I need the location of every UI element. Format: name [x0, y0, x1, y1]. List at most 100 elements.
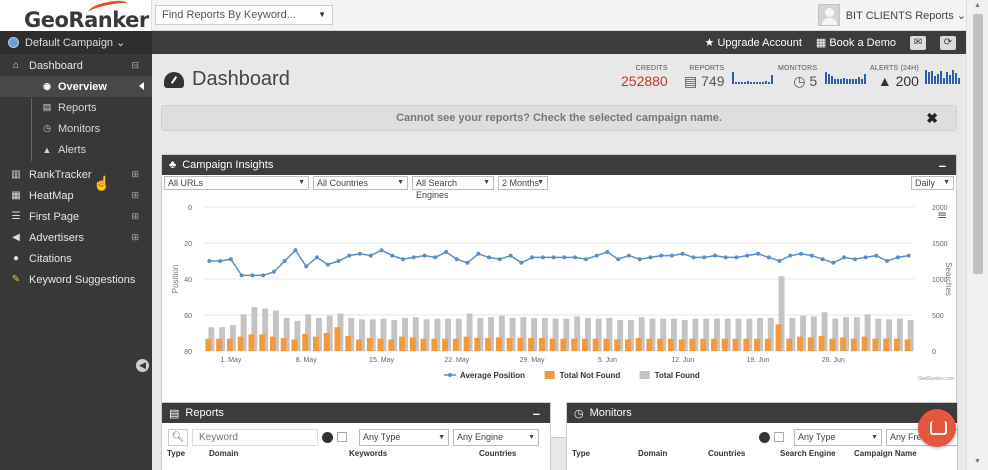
bar-total-found — [563, 318, 570, 351]
column-header[interactable]: Search Engine — [780, 449, 836, 458]
reports-table-header: Type Domain Keywords Countries — [162, 449, 550, 463]
point-average-position — [357, 251, 362, 256]
column-header[interactable]: Countries — [479, 449, 517, 458]
point-average-position — [745, 253, 750, 258]
checkbox[interactable] — [337, 432, 347, 442]
type-select[interactable]: Any Type ▼ — [359, 428, 449, 446]
bar-total-found — [821, 312, 828, 351]
countries-select[interactable]: All Countries ▼ — [313, 176, 408, 190]
report-search-select[interactable]: Find Reports By Keyword... ▼ — [155, 5, 333, 25]
collapse-panel-icon[interactable]: – — [532, 406, 540, 421]
search-engines-select[interactable]: All Search Engines ▼ — [412, 176, 494, 200]
bar-total-found — [272, 310, 279, 351]
engine-select[interactable]: Any Engine ▼ — [453, 428, 539, 446]
logo[interactable]: GeoRanker — [24, 8, 149, 32]
point-average-position — [734, 255, 739, 260]
page-title-text: Dashboard — [192, 68, 290, 90]
alerts-stat[interactable]: ALERTS (24H) ▲ 200 — [870, 65, 919, 89]
y-right-axis-label: Searches — [944, 262, 953, 296]
chat-widget-button[interactable] — [918, 409, 956, 447]
column-header[interactable]: Domain — [638, 449, 668, 458]
x-tick-label: 15. May — [369, 357, 394, 364]
bar-total-not-found — [754, 338, 760, 351]
file-icon: ▤ — [42, 102, 52, 112]
sidebar-item-heatmap[interactable]: ▦ HeatMap ⊞ — [0, 185, 152, 206]
bar-total-not-found — [226, 338, 233, 351]
plus-icon[interactable]: ⊞ — [131, 211, 139, 221]
upgrade-account-link[interactable]: ★ Upgrade Account — [705, 36, 802, 49]
reports-sparkline — [732, 68, 773, 84]
bar-total-found — [574, 316, 581, 351]
bar-total-found — [369, 319, 376, 351]
sidebar-item-monitors[interactable]: ◷ Monitors — [0, 118, 152, 139]
bar-total-found — [219, 327, 226, 351]
bar-total-found — [681, 320, 688, 351]
period-select[interactable]: 2 Months ▼ — [498, 176, 548, 190]
search-icon[interactable]: 🔍︎ — [168, 428, 188, 446]
sidebar-item-label: Reports — [58, 101, 97, 114]
sidebar-item-keyword-suggestions[interactable]: ✎ Keyword Suggestions — [0, 269, 152, 290]
notice-text: Cannot see your reports? Check the selec… — [396, 112, 722, 124]
bar-total-not-found — [334, 327, 341, 351]
globe-icon[interactable] — [322, 431, 333, 443]
scroll-thumb[interactable] — [973, 14, 983, 274]
sidebar-item-label: Monitors — [58, 122, 101, 135]
point-average-position — [411, 255, 416, 260]
bar-total-found — [896, 318, 903, 351]
sidebar-item-alerts[interactable]: ▲ Alerts — [0, 139, 152, 160]
plus-icon[interactable]: ⊞ — [131, 232, 139, 242]
reports-stat[interactable]: REPORTS ▤ 749 — [684, 65, 724, 90]
granularity-value: Daily — [915, 178, 936, 188]
refresh-icon[interactable]: ⟳ — [940, 35, 956, 50]
point-average-position — [594, 253, 599, 258]
sidebar-item-first-page[interactable]: ☰ First Page ⊞ — [0, 206, 152, 227]
book-demo-link[interactable]: ▦ Book a Demo — [816, 36, 896, 49]
point-average-position — [271, 269, 276, 274]
scroll-down-icon[interactable]: ▼ — [974, 458, 981, 465]
checkbox[interactable] — [774, 432, 784, 442]
sidebar-item-dashboard[interactable]: ⌂ Dashboard ⊟ — [0, 55, 152, 76]
bar-total-not-found — [495, 337, 502, 351]
column-header[interactable]: Domain — [209, 449, 239, 458]
sidebar-item-ranktracker[interactable]: ▥ RankTracker ⊞ — [0, 164, 152, 185]
column-header[interactable]: Type — [572, 449, 591, 458]
collapse-panel-icon[interactable]: – — [938, 158, 946, 173]
envelope-icon[interactable]: ✉ — [910, 35, 926, 50]
monitors-stat[interactable]: MONITORS ◷ 5 — [778, 65, 817, 90]
type-select[interactable]: Any Type ▼ — [794, 428, 882, 446]
scroll-up-icon[interactable]: ▲ — [974, 2, 981, 9]
column-header[interactable]: Keywords — [349, 449, 388, 458]
campaign-select[interactable]: Default Campaign ⌄ — [0, 31, 152, 54]
keyword-input[interactable] — [192, 428, 318, 446]
granularity-select[interactable]: Daily ▼ — [911, 176, 954, 190]
column-header[interactable]: Countries — [708, 449, 746, 458]
sidebar-item-overview[interactable]: ◉ Overview — [0, 76, 152, 97]
page-scrollbar[interactable]: ▲ ▼ — [966, 0, 988, 470]
plus-icon[interactable]: ⊞ — [131, 190, 139, 200]
sidebar-item-reports[interactable]: ▤ Reports — [0, 97, 152, 118]
sidebar-item-citations[interactable]: ● Citations — [0, 248, 152, 269]
panel-title: Campaign Insights — [182, 159, 274, 171]
column-header[interactable]: Campaign Name — [854, 449, 917, 458]
bar-total-found — [714, 318, 720, 351]
globe-icon[interactable] — [759, 431, 770, 443]
plus-icon[interactable]: ⊞ — [131, 169, 139, 179]
minus-icon[interactable]: ⊟ — [131, 60, 139, 70]
search-placeholder: Find Reports By Keyword... — [162, 9, 296, 21]
bar-total-not-found — [269, 336, 276, 351]
point-average-position — [218, 259, 223, 263]
sidebar-item-advertisers[interactable]: ◀ Advertisers ⊞ — [0, 227, 152, 248]
column-header[interactable]: Type — [167, 449, 186, 458]
urls-select[interactable]: All URLs ▼ — [164, 176, 309, 190]
collapse-sidebar-button[interactable]: ◀ — [136, 359, 149, 372]
bar-total-found — [251, 307, 258, 351]
bar-total-found — [638, 317, 645, 351]
user-menu[interactable]: BIT CLIENTS Reports ⌄ — [817, 4, 966, 26]
bar-total-not-found — [366, 338, 373, 351]
bar-total-not-found — [807, 337, 814, 351]
bar-total-not-found — [248, 334, 255, 351]
point-average-position — [314, 255, 319, 260]
warning-icon: ▲ — [42, 144, 52, 155]
legend-label: Total Found — [655, 371, 700, 380]
close-icon[interactable]: ✖ — [926, 110, 938, 126]
